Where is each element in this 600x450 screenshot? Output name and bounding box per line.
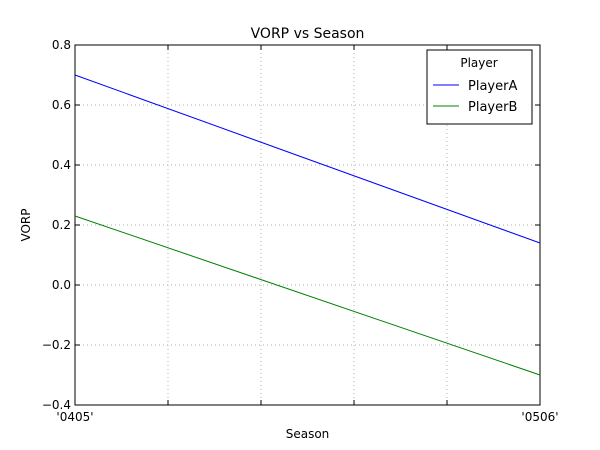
y-tick-label: −0.4	[42, 398, 71, 412]
y-axis-label: VORP	[19, 208, 33, 241]
x-tick-label: '0405'	[56, 410, 93, 424]
x-axis-label: Season	[286, 427, 330, 441]
y-tick-label: 0.8	[52, 38, 71, 52]
series-line-playera	[74, 74, 541, 244]
legend-label-player-b: PlayerB	[468, 100, 517, 115]
axis-ticks: −0.4 −0.2 0.0 0.2 0.4 0.6 0.8 '0405' '0506'	[42, 38, 559, 424]
series-lines	[74, 74, 541, 376]
y-tick-label: 0.2	[52, 218, 71, 232]
x-tick-label: '0506'	[521, 410, 558, 424]
y-tick-label: −0.2	[42, 338, 71, 352]
y-tick-label: 0.6	[52, 98, 71, 112]
legend-title: Player	[460, 56, 497, 70]
legend: Player PlayerA PlayerB	[426, 49, 533, 125]
y-tick-label: 0.0	[52, 278, 71, 292]
y-tick-label: 0.4	[52, 158, 71, 172]
legend-box	[426, 49, 533, 125]
chart-title: VORP vs Season	[251, 26, 365, 42]
legend-label-player-a: PlayerA	[468, 79, 517, 94]
series-line-playerb	[74, 215, 541, 376]
